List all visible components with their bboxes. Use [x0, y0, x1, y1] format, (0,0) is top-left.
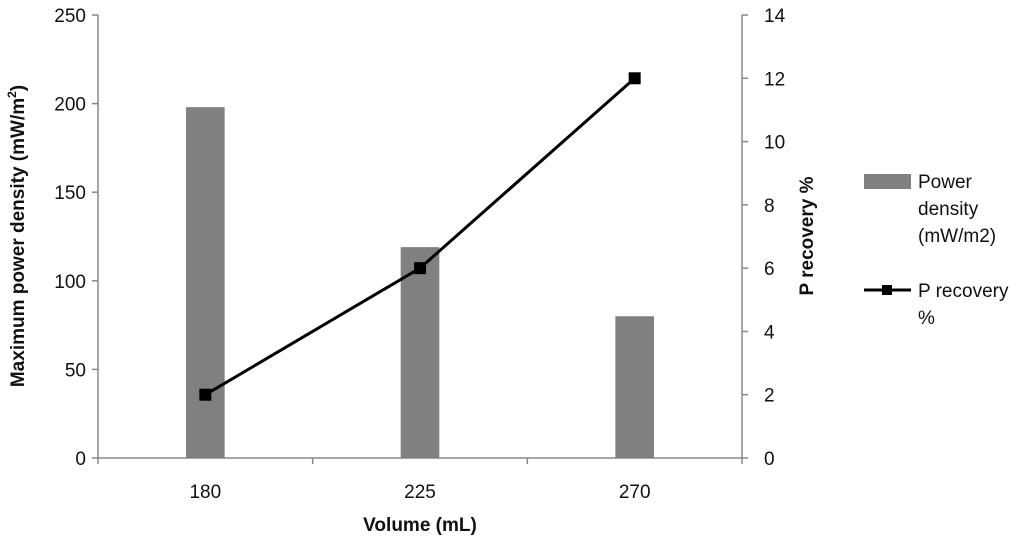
y-left-tick-label: 200: [54, 95, 86, 116]
y-left-tick-label: 0: [75, 449, 86, 470]
y-right-tick-label: 0: [764, 449, 775, 470]
y-right-tick-label: 10: [764, 133, 785, 154]
y-right-tick-label: 2: [764, 386, 775, 407]
legend-line-marker: [882, 285, 892, 295]
legend-line-label-line-1: P recovery: [918, 281, 1009, 302]
y-left-tick-label: 250: [54, 6, 86, 27]
legend-line-label-line-2: %: [918, 308, 935, 329]
y-left-tick-label: 100: [54, 272, 86, 293]
bar: [400, 247, 440, 458]
x-tick-label: 225: [404, 482, 436, 503]
legend-line-label: P recovery %: [918, 281, 1014, 329]
x-tick-label: 270: [619, 482, 651, 503]
y-axis-left-title: Maximum power density (mW/m2): [5, 85, 29, 387]
line-point: [628, 72, 641, 85]
line-series: [199, 72, 641, 401]
y-axis-left-title-sup: 2: [5, 91, 19, 98]
y-right-tick-label: 12: [764, 69, 785, 90]
bar: [186, 107, 225, 459]
y-left-ticks: 0 50 100 150 200 250: [54, 6, 98, 470]
legend-bar-label: Power density (mW/m2): [918, 172, 996, 247]
legend-bar-label-line-2: density: [918, 199, 979, 220]
bar: [615, 316, 654, 458]
y-right-ticks: 0 2 4 6 8 10 12 14: [742, 6, 786, 470]
x-axis-title: Volume (mL): [363, 515, 477, 536]
y-left-tick-label: 50: [65, 360, 86, 381]
y-right-tick-label: 4: [764, 322, 775, 343]
x-ticks: 180 225 270: [97, 458, 743, 503]
line-point: [414, 262, 426, 275]
y-right-tick-label: 14: [764, 6, 786, 27]
line-point: [199, 388, 212, 401]
x-tick-label: 180: [189, 482, 221, 503]
bar-series: [186, 107, 654, 459]
y-axis-right-title: P recovery %: [797, 176, 818, 295]
y-left-tick-label: 150: [54, 183, 86, 204]
y-axis-left-title-suffix: ): [8, 85, 29, 91]
legend-bar-label-line-1: Power: [918, 172, 973, 193]
y-right-tick-label: 8: [764, 196, 775, 217]
legend-bar-label-line-3: (mW/m2): [918, 226, 996, 247]
y-right-tick-label: 6: [764, 259, 775, 280]
legend-bar-swatch: [864, 174, 911, 189]
legend: Power density (mW/m2) P recovery %: [864, 172, 1014, 329]
